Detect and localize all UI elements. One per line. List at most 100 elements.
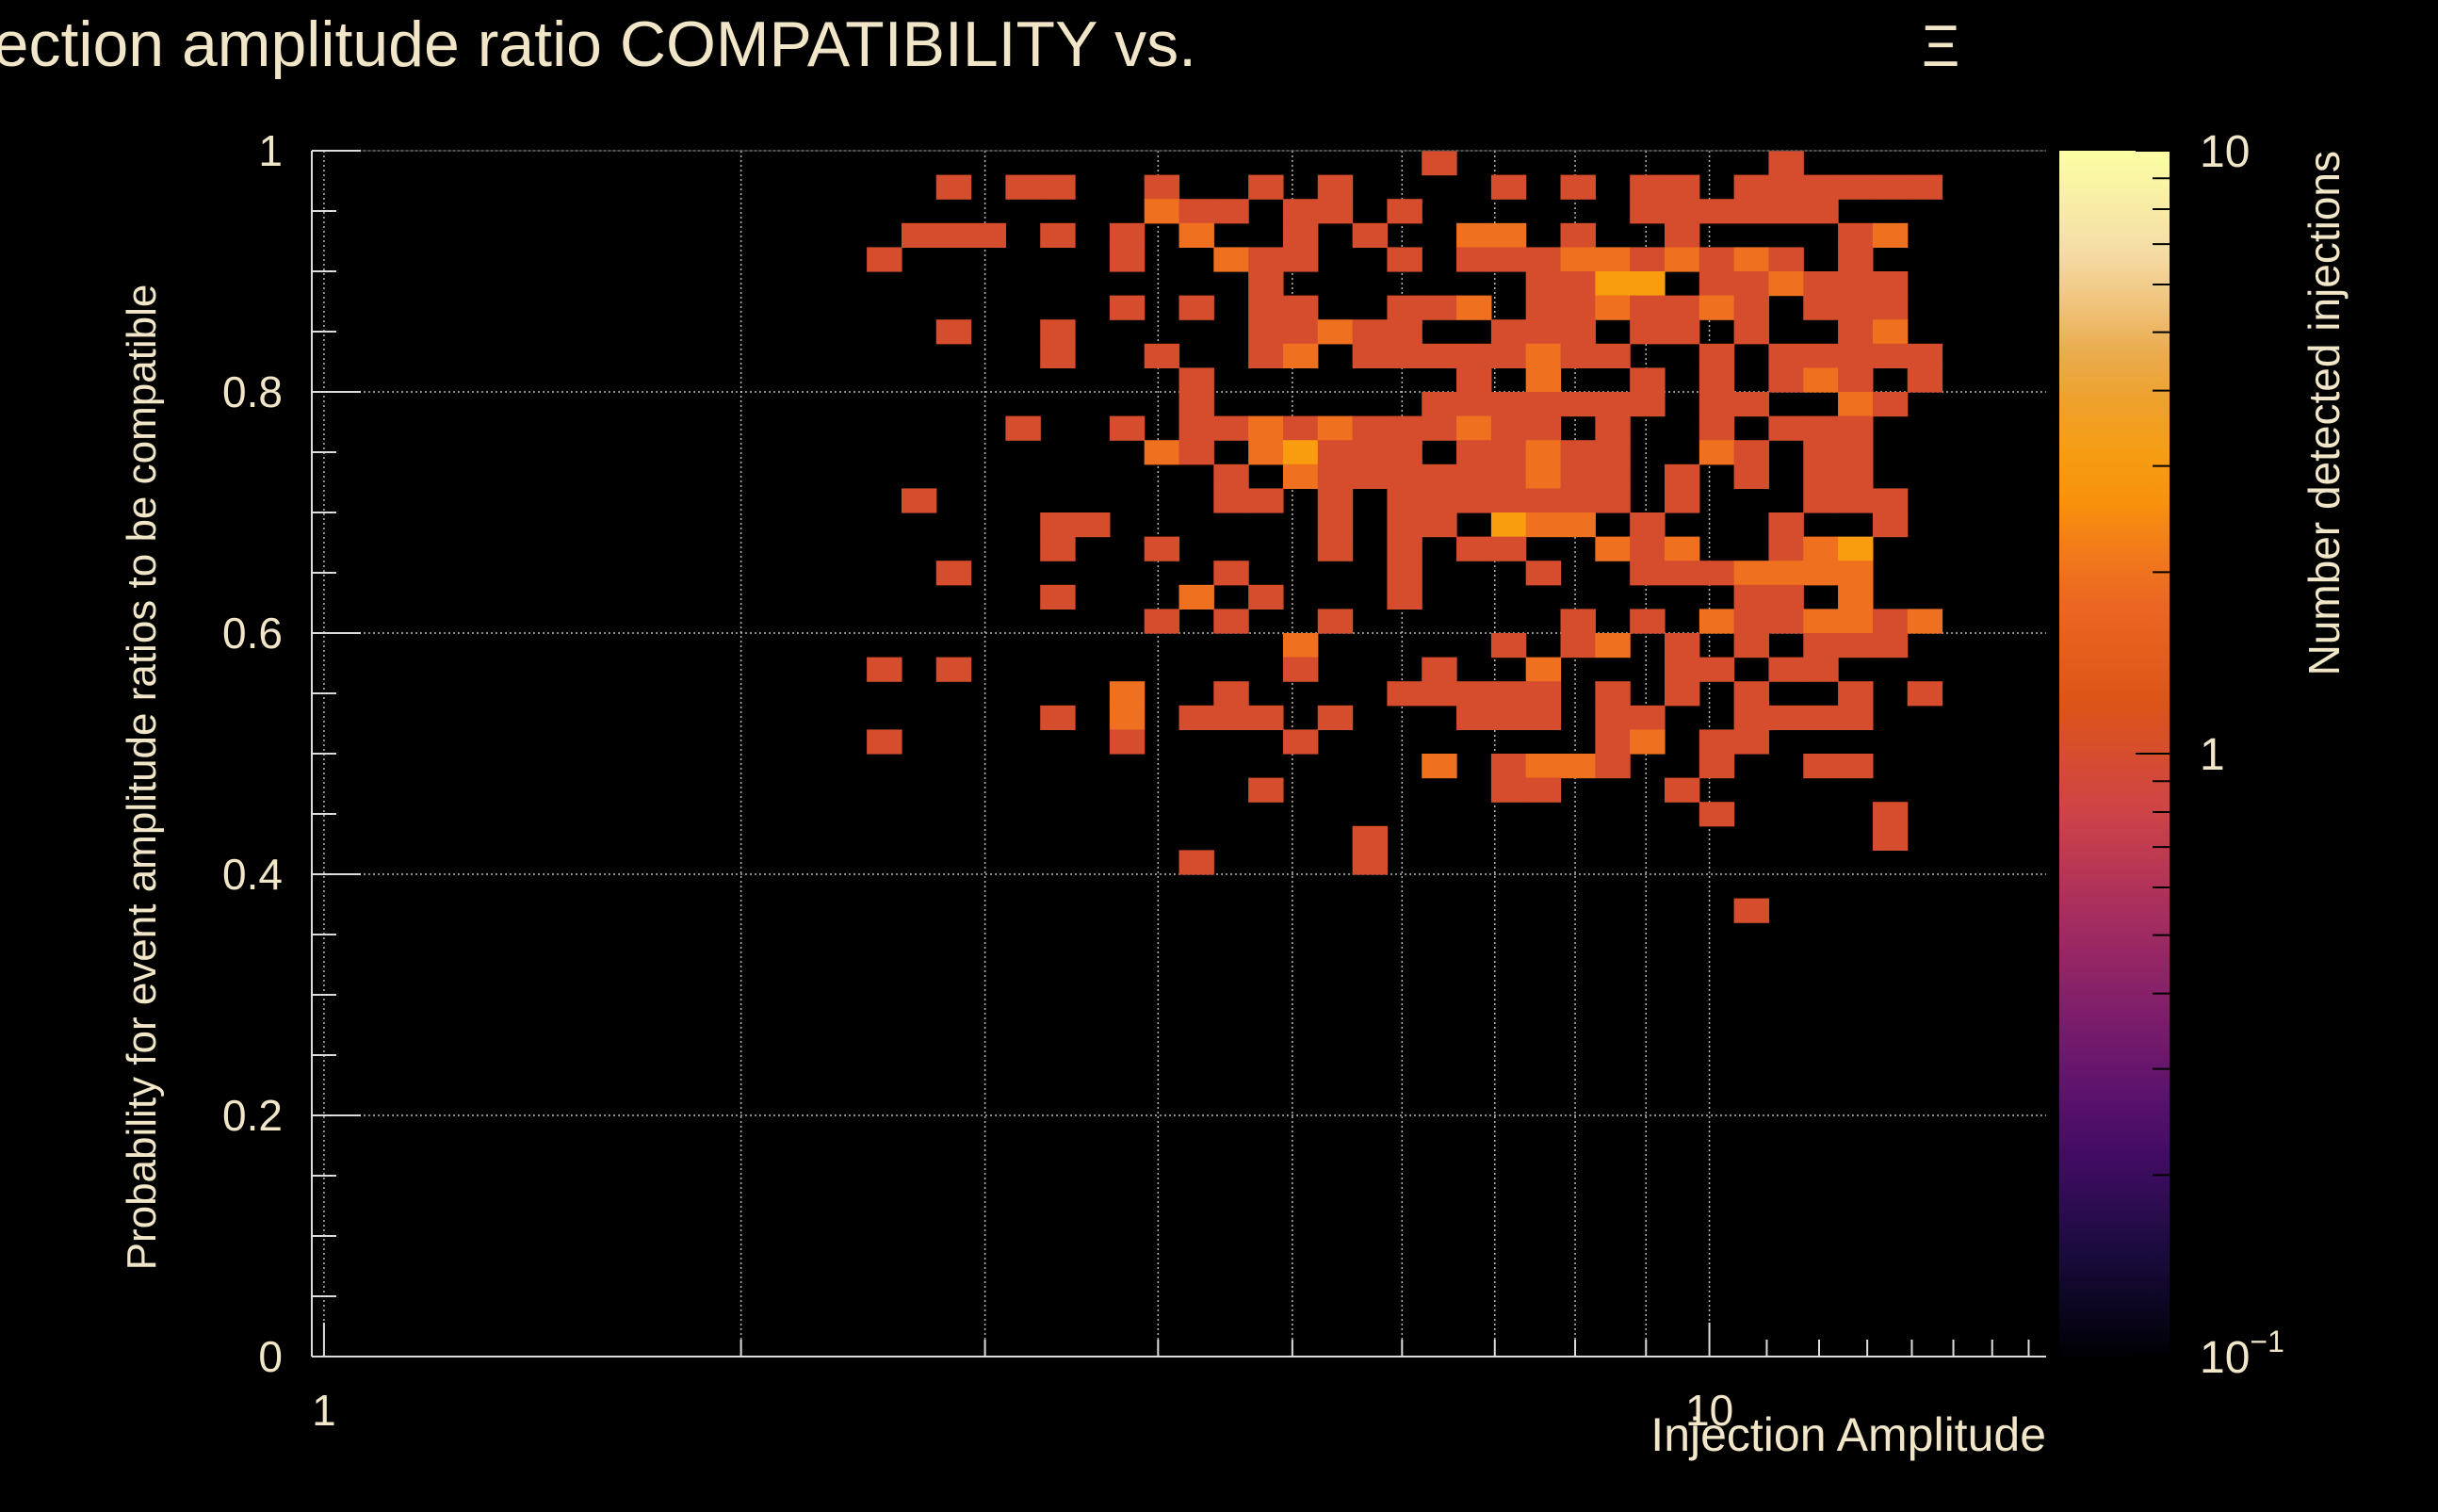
heatmap-cell [1838,536,1874,561]
heatmap-cell [1838,609,1874,634]
heatmap-cell [1630,561,1666,586]
heatmap-cell [1456,222,1492,248]
heatmap-cell [1040,705,1076,730]
heatmap-cell [1803,754,1839,779]
heatmap-cell [1838,681,1874,707]
heatmap-cell [1422,488,1457,513]
heatmap-cell [1490,488,1527,513]
heatmap-cell [1213,609,1249,634]
heatmap-cell [1525,271,1562,297]
heatmap-cell [1803,295,1839,320]
heatmap-cell [1768,367,1804,393]
heatmap-cell [1490,319,1527,345]
heatmap-cell [1282,343,1319,368]
heatmap-cell [1490,536,1527,561]
heatmap-cell [1144,536,1180,561]
heatmap-cell [1282,199,1319,224]
heatmap-cell [1872,512,1909,538]
heatmap-cell [935,657,972,682]
heatmap-cell [1733,729,1770,755]
heatmap-cell [1178,705,1214,730]
heatmap-cell [1525,415,1562,441]
heatmap-cell [1282,440,1319,465]
heatmap-cell [1490,222,1527,248]
heatmap-cell [1768,247,1804,272]
plot-background [312,151,2046,1357]
heatmap-cell [1352,825,1389,851]
heatmap-cell [1838,319,1874,345]
heatmap-cell [1872,271,1909,297]
heatmap-cell [1838,415,1874,441]
x-tick-labels: 1 10 [312,1386,1733,1435]
heatmap-cell [970,222,1006,248]
heatmap-cell [1040,584,1076,610]
heatmap-cell [1456,295,1492,320]
heatmap-cell [1490,174,1527,200]
heatmap-cell [1698,247,1735,272]
heatmap-cell [1387,463,1422,489]
heatmap-cell [1248,295,1284,320]
heatmap-cell [1803,633,1839,658]
heatmap-cell [1872,609,1909,634]
heatmap-cell [1387,343,1422,368]
heatmap-cell [1040,343,1076,368]
heatmap-cell [1178,392,1214,417]
heatmap-cell [1595,415,1631,441]
heatmap-cell [1178,199,1214,224]
heatmap-cell [1560,488,1596,513]
heatmap-cell [1803,561,1839,586]
heatmap-cell [1664,633,1700,658]
heatmap-cell [1282,415,1319,441]
heatmap-cell [1144,440,1180,465]
heatmap-cell [935,222,972,248]
heatmap-cell [1630,392,1666,417]
heatmap-cell [1872,825,1909,851]
heatmap-cell [1178,415,1214,441]
heatmap-cell [1525,319,1562,345]
heatmap-cell [1768,512,1804,538]
heatmap-cell [1422,343,1457,368]
heatmap-cell [1664,199,1700,224]
x-tick-label: 10 [1685,1386,1733,1435]
heatmap-cell [1838,367,1874,393]
heatmap-cell [1595,705,1631,730]
heatmap-cell [1525,754,1562,779]
heatmap-cell [1525,343,1562,368]
heatmap-cell [1560,247,1596,272]
heatmap-cell [1733,247,1770,272]
y-tick-label: 0 [258,1332,283,1381]
x-axis-label: Injection Amplitude [1650,1408,2046,1461]
heatmap-cell [1872,392,1909,417]
heatmap-cell [1630,319,1666,345]
heatmap-cell [1248,271,1284,297]
heatmap-cell [1144,343,1180,368]
heatmap-cell [1040,319,1076,345]
heatmap-cell [1698,802,1735,827]
heatmap-cell [1595,392,1631,417]
heatmap-cell [1525,705,1562,730]
heatmap-cell [1872,488,1909,513]
heatmap-cell [1595,754,1631,779]
heatmap-cell [1282,247,1319,272]
heatmap-cell [1490,247,1527,272]
heatmap-cell [1422,754,1457,779]
heatmap-cell [1698,729,1735,755]
heatmap-cell [1595,488,1631,513]
heatmap-cell [1630,271,1666,297]
heatmap-cell [1733,295,1770,320]
heatmap-cell [1907,367,1943,393]
heatmap-cell [867,729,902,755]
heatmap-cell [1282,633,1319,658]
heatmap-cell [1456,247,1492,272]
heatmap-cell [1456,415,1492,441]
heatmap-cell [1490,440,1527,465]
heatmap-cell [1733,271,1770,297]
heatmap-cell [1803,367,1839,393]
heatmap-cell [1525,440,1562,465]
heatmap-cell [1560,754,1596,779]
heatmap-cell [1803,343,1839,368]
heatmap-cell [1282,319,1319,345]
heatmap-cell [1872,343,1909,368]
heatmap-cell [1698,415,1735,441]
